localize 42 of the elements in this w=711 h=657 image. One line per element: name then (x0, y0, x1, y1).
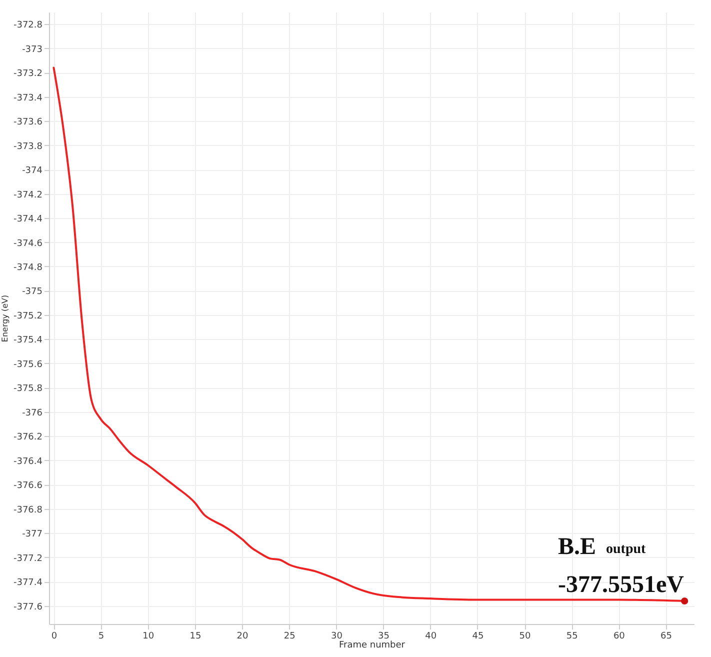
y-tick-label: -372.8 (13, 20, 43, 31)
x-tick-label: 40 (425, 632, 437, 642)
x-tick-label: 15 (190, 632, 202, 642)
y-tick-label: -376.8 (13, 505, 43, 516)
y-tick-label: -373.4 (13, 93, 43, 104)
y-tick-label: -373.8 (13, 142, 43, 152)
y-tick-label: -374 (22, 166, 43, 176)
annotation: -377.5551eV (558, 571, 684, 600)
x-tick-label: 45 (472, 632, 484, 642)
y-tick-label: -375.8 (13, 384, 43, 394)
x-tick-label: 35 (378, 632, 390, 642)
y-tick-label: -374.4 (13, 214, 43, 225)
y-tick-label: -376.4 (13, 456, 43, 467)
x-axis-title: Frame number (338, 640, 406, 650)
x-tick-label: 50 (519, 632, 532, 642)
y-tick-label: -375.4 (13, 336, 43, 346)
x-tick-label: 25 (284, 632, 296, 642)
y-tick-label: -377.2 (13, 554, 42, 564)
x-tick-label: 55 (566, 632, 578, 642)
x-tick-label: 0 (51, 632, 58, 642)
y-tick-label: -373 (22, 44, 42, 55)
x-tick-label: 30 (330, 632, 343, 642)
y-axis-title: Energy (eV) (0, 294, 10, 342)
y-tick-label: -373.6 (13, 118, 43, 128)
y-tick-label: -375.6 (13, 360, 43, 370)
y-tick-label: -375 (22, 287, 42, 298)
y-tick-label: -377 (22, 530, 42, 540)
y-tick-label: -376.2 (13, 432, 42, 443)
y-tick-label: -373.2 (13, 69, 42, 80)
x-tick-label: 60 (613, 632, 626, 642)
y-tick-label: -376.6 (13, 481, 43, 492)
x-tick-label: 20 (236, 632, 249, 642)
y-tick-label: -377.4 (13, 578, 43, 588)
y-tick-label: -374.6 (13, 238, 43, 249)
y-tick-label: -374.2 (13, 190, 42, 200)
x-tick-label: 5 (98, 632, 104, 642)
y-tick-label: -376 (22, 408, 43, 418)
x-tick-label: 65 (660, 632, 672, 642)
y-tick-label: -377.6 (13, 602, 43, 612)
y-tick-label: -374.8 (13, 262, 43, 273)
x-tick-label: 10 (142, 632, 154, 642)
y-tick-label: -375.2 (13, 311, 42, 322)
